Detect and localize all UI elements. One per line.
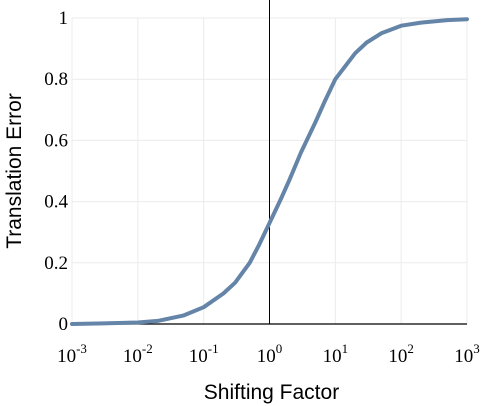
y-tick-label: 0.4 — [44, 192, 68, 213]
x-tick-label: 100 — [257, 341, 283, 367]
y-tick-label: 1 — [59, 8, 69, 29]
y-axis-title: Translation Error — [3, 93, 26, 249]
y-tick-label: 0.8 — [44, 69, 68, 90]
y-tick-labels: 0 0.2 0.4 0.6 0.8 1 — [44, 8, 68, 335]
y-tick-label: 0 — [59, 314, 69, 335]
series-line — [70, 17, 469, 326]
x-tick-labels: 10-3 10-2 10-1 100 101 102 103 — [57, 341, 480, 367]
x-axis-title: Shifting Factor — [204, 381, 339, 404]
x-tick-label: 101 — [323, 341, 349, 367]
x-tick-label: 10-2 — [123, 341, 153, 367]
y-tick-label: 0.2 — [44, 253, 68, 274]
x-tick-label: 103 — [454, 341, 480, 367]
y-tick-label: 0.6 — [44, 130, 68, 151]
x-tick-label: 10-3 — [57, 341, 87, 367]
x-tick-label: 10-1 — [189, 341, 219, 367]
x-tick-label: 102 — [388, 341, 414, 367]
